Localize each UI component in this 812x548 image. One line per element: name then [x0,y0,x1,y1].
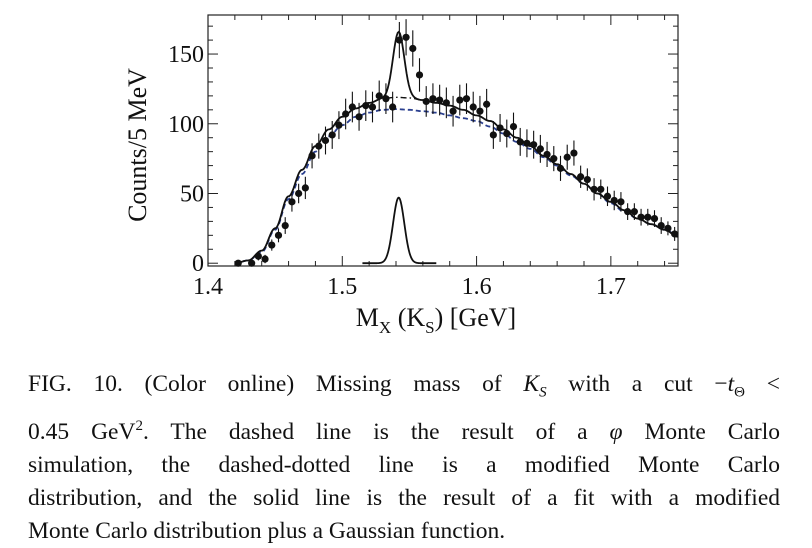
y-tick-label: 0 [192,251,204,277]
data-point [368,103,377,111]
data-point [449,107,457,115]
data-point [556,164,565,172]
data-point [462,95,471,103]
y-tick-label: 100 [168,112,204,138]
data-point [389,103,397,111]
data-point [503,129,511,138]
data-point [550,155,558,163]
data-point [583,175,591,184]
data-point [382,95,390,103]
figure-caption: FIG. 10. (Color online) Missing mass of … [28,368,780,548]
data-point [268,241,276,249]
series-dash-dotted-modified [234,96,679,264]
data-point [469,103,477,111]
data-point [348,103,356,111]
data-point [644,213,652,221]
plot-area: 1.4 1.5 1.6 1.7 0 50 100 150 [168,14,679,300]
data-point [650,214,659,223]
data-point [664,224,672,232]
missing-mass-chart: 1.4 1.5 1.6 1.7 0 50 100 150 Counts/5 MeV MX (K… [123,14,679,337]
data-point [570,149,578,157]
data-point [456,96,464,104]
data-point [315,142,323,150]
data-point [509,122,518,131]
caption-line-3: simulation, the dashed-dotted line is a … [28,451,780,478]
data-point [328,131,336,139]
series-gaussian-peak [362,196,437,265]
data-point [590,185,598,193]
data-point [530,141,538,149]
data-point [577,173,585,181]
data-point [261,255,269,263]
data-point [603,192,612,200]
data-point [254,252,262,260]
data-point [362,102,370,110]
x-tick-label: 1.4 [193,274,223,300]
caption-line-2: 0.45 GeV2. The dashed line is the result… [28,417,780,445]
data-point [536,145,544,153]
data-point [523,139,531,147]
data-point [637,213,645,221]
series-solid-fit [234,30,679,265]
data-point [489,131,497,139]
caption-line-5: Monte Carlo distribution plus a Gaussian… [28,517,506,544]
data-point [657,221,665,230]
data-point [429,95,437,103]
data-point [281,221,289,230]
x-axis-label: MX (KS) [GeV] [356,303,516,337]
data-point [543,150,551,159]
data-point [335,121,343,129]
data-point [301,184,309,192]
y-tick-label: 50 [180,181,204,207]
data-point [496,124,504,132]
plot-frame [207,14,679,267]
data-point [288,198,296,206]
data-point [516,138,524,146]
caption-line-1: FIG. 10. (Color online) Missing mass of … [28,371,780,401]
data-point [395,36,403,44]
data-point [422,97,430,106]
data-point [308,152,316,160]
data-point [624,208,632,216]
data-point [274,231,283,239]
data-point [248,259,256,267]
y-tick-label: 150 [168,42,204,68]
data-point [234,259,242,267]
data-point [415,71,424,79]
data-point [442,99,450,107]
caption-line-4: distribution, and the solid line is the … [28,484,780,511]
x-tick-label: 1.6 [462,274,492,300]
data-point [436,96,444,104]
data-point [476,107,484,115]
data-point [321,136,330,145]
series-dashed-monte-carlo [234,108,679,265]
data-point [597,185,605,193]
data-point [342,110,350,118]
x-tick-label: 1.5 [327,274,357,300]
data-point [483,100,491,108]
data-point [563,153,571,161]
data-point [630,208,638,216]
data-point [671,230,679,238]
data-point [610,196,618,205]
data-point [355,113,363,121]
data-point [617,198,625,206]
data-point [375,92,383,100]
data-point [295,189,303,198]
data-point [402,33,410,41]
x-tick-label: 1.7 [596,274,626,300]
y-axis-label: Counts/5 MeV [123,68,152,222]
data-point [409,44,417,53]
